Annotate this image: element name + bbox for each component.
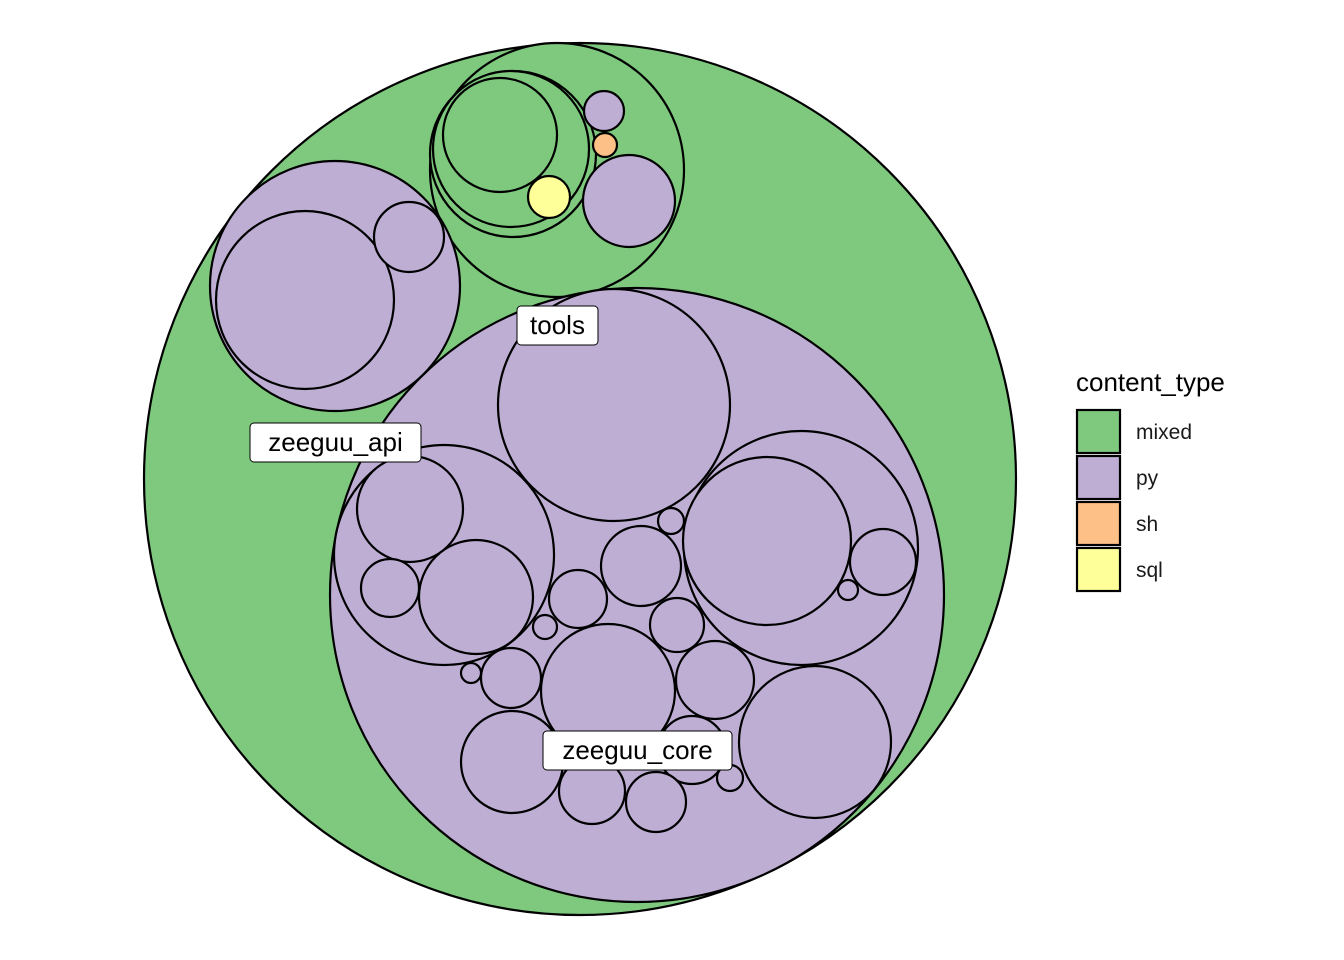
zeeguu-core-mid-b-circle	[656, 506, 686, 536]
zeeguu-core-left-c-circle	[417, 538, 535, 656]
label-zeeguu-api-box	[249, 422, 422, 463]
label-zeeguu-api-text: zeeguu_api	[268, 427, 402, 457]
legend-label-py: py	[1136, 467, 1159, 490]
label-zeeguu-core-text: zeeguu_core	[562, 735, 712, 765]
circles-layer	[142, 41, 1018, 917]
zeeguu-core-left-a-circle	[355, 454, 465, 564]
zeeguu-api-py-small-circle	[372, 200, 446, 274]
zeeguu-core-mid-h-circle	[674, 639, 756, 721]
legend-key-sh	[1075, 500, 1122, 547]
zeeguu-core-left-b-circle	[359, 557, 421, 619]
zeeguu-core-mid-e-circle	[648, 596, 706, 654]
zeeguu-core-right-a-circle	[681, 455, 853, 627]
tools-sh-file-circle	[591, 131, 619, 159]
zeeguu-core-mid-d-circle	[531, 613, 559, 641]
label-zeeguu-core: zeeguu_core	[542, 730, 733, 771]
legend-title: content_type	[1076, 367, 1225, 397]
legend-item-sh: sh	[1075, 500, 1158, 547]
legend-item-py: py	[1075, 454, 1159, 501]
tools-py-file-large-circle	[581, 153, 677, 249]
label-tools: tools	[516, 305, 599, 346]
legend-item-mixed: mixed	[1075, 408, 1192, 455]
legend-key-sql	[1075, 546, 1122, 593]
zeeguu-core-py-top-circle	[496, 287, 732, 523]
node-labels: tools zeeguu_api zeeguu_core	[249, 305, 733, 771]
zeeguu-core-mid-f-circle	[479, 646, 543, 710]
zeeguu-core-right-c-circle	[836, 578, 860, 602]
tools-sql-file-circle	[526, 174, 572, 220]
legend-label-sh: sh	[1136, 513, 1158, 536]
legend: content_type mixed py sh sql	[1075, 367, 1225, 593]
legend-item-sql: sql	[1075, 546, 1163, 593]
legend-key-py	[1075, 454, 1122, 501]
zeeguu-core-mid-c-circle	[547, 568, 609, 630]
zeeguu-api-py-large-circle	[214, 209, 396, 391]
legend-label-mixed: mixed	[1136, 421, 1192, 444]
label-zeeguu-api: zeeguu_api	[249, 422, 422, 463]
label-zeeguu-core-box	[542, 730, 733, 771]
tools-subdir-inner-circle	[441, 76, 559, 194]
zeeguu-core-bottom-right-circle	[737, 664, 893, 820]
legend-key-mixed	[1075, 408, 1122, 455]
label-tools-box	[516, 305, 599, 346]
tools-py-file-small-circle	[582, 89, 626, 133]
zeeguu-core-right-b-circle	[848, 527, 918, 597]
zeeguu-core-bottom-d-circle	[624, 770, 688, 834]
legend-label-sql: sql	[1136, 559, 1163, 582]
zeeguu-core-mid-a-circle	[599, 524, 683, 608]
label-tools-text: tools	[530, 310, 585, 340]
zeeguu-core-mid-g-circle	[459, 661, 483, 685]
